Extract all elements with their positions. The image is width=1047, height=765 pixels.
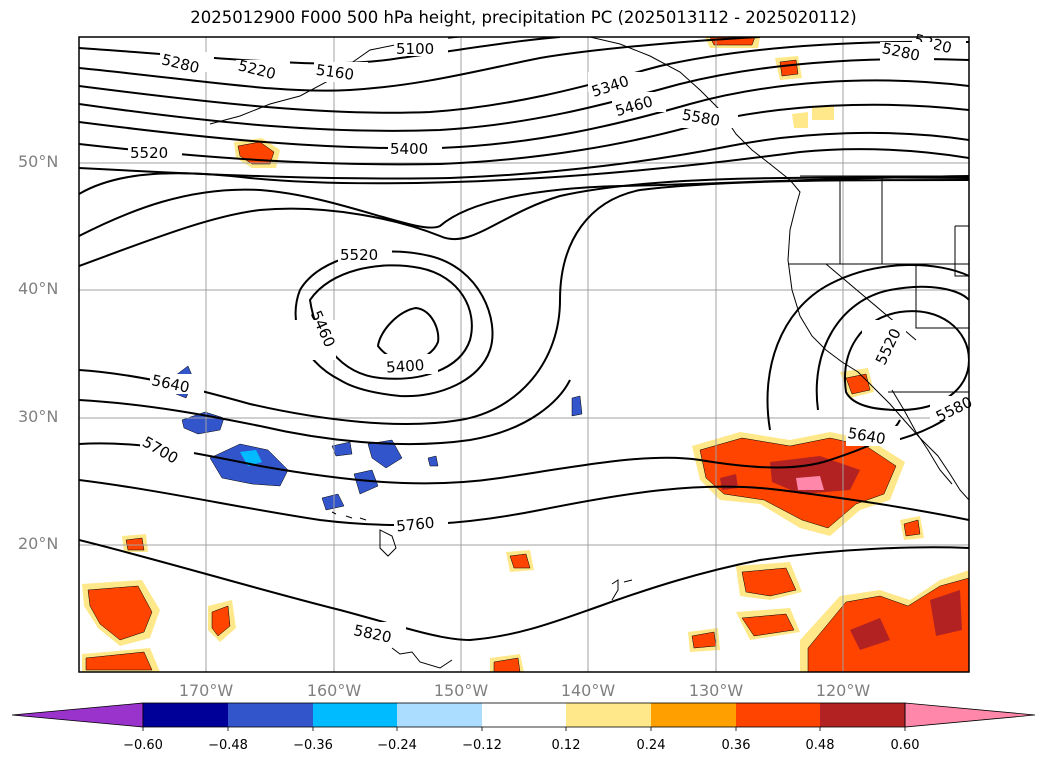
colorbar-segment	[143, 703, 228, 727]
lon-label-120w: 120°W	[815, 681, 871, 700]
contour-label: 5100	[396, 40, 434, 58]
colorbar-tick-label: 0.48	[805, 738, 835, 753]
lon-label-130w: 130°W	[688, 681, 744, 700]
colorbar	[11, 702, 1036, 731]
colorbar-tick-label: 0.24	[636, 738, 666, 753]
precip-area	[367, 439, 403, 469]
precip-area	[240, 450, 262, 466]
colorbar-tick-label: −0.24	[377, 738, 417, 753]
lat-label-50n: 50°N	[18, 152, 59, 171]
lat-label-20n: 20°N	[18, 534, 59, 553]
contour-label: 5400	[386, 356, 425, 377]
colorbar-extend-high	[904, 702, 1036, 728]
colorbar-extend-low	[11, 702, 144, 728]
colorbar-segment	[313, 703, 397, 727]
colorbar-segment	[228, 703, 313, 727]
colorbar-segment	[651, 703, 736, 727]
colorbar-segment	[820, 703, 905, 727]
colorbar-tick-label: −0.48	[208, 738, 248, 753]
colorbar-segment	[482, 703, 566, 727]
lon-label-150w: 150°W	[433, 681, 489, 700]
contour-label: 5400	[390, 140, 428, 158]
precip-shading	[82, 37, 969, 672]
precip-area	[571, 395, 583, 417]
precip-area	[353, 469, 379, 495]
contour-labels: 5100 5160 5220 5220 5280 5280 5340 5400 …	[128, 30, 975, 647]
lon-label-170w: 170°W	[178, 681, 234, 700]
colorbar-tick-label: −0.60	[123, 738, 163, 753]
colorbar-tick-label: −0.36	[293, 738, 333, 753]
colorbar-segment	[566, 703, 651, 727]
lon-label-140w: 140°W	[560, 681, 616, 700]
precip-area	[321, 493, 345, 511]
colorbar-tick-label: 0.60	[890, 738, 920, 753]
colorbar-tick-label: 0.12	[551, 738, 581, 753]
contour-label: 5160	[315, 61, 355, 84]
colorbar-tick-label: −0.12	[462, 738, 502, 753]
map-title: 2025012900 F000 500 hPa height, precipit…	[190, 8, 857, 27]
precip-area	[331, 441, 353, 457]
lat-label-30n: 30°N	[18, 407, 59, 426]
colorbar-segment	[397, 703, 482, 727]
colorbar-segment	[736, 703, 820, 727]
colorbar-tick-label: 0.36	[721, 738, 751, 753]
contour-label: 5520	[130, 144, 168, 162]
lat-label-40n: 40°N	[18, 279, 59, 298]
precip-area	[427, 455, 439, 467]
contour-label: 5520	[340, 246, 378, 264]
contour-label: 5760	[395, 514, 435, 536]
map-frame	[78, 36, 970, 673]
lon-label-160w: 160°W	[306, 681, 362, 700]
